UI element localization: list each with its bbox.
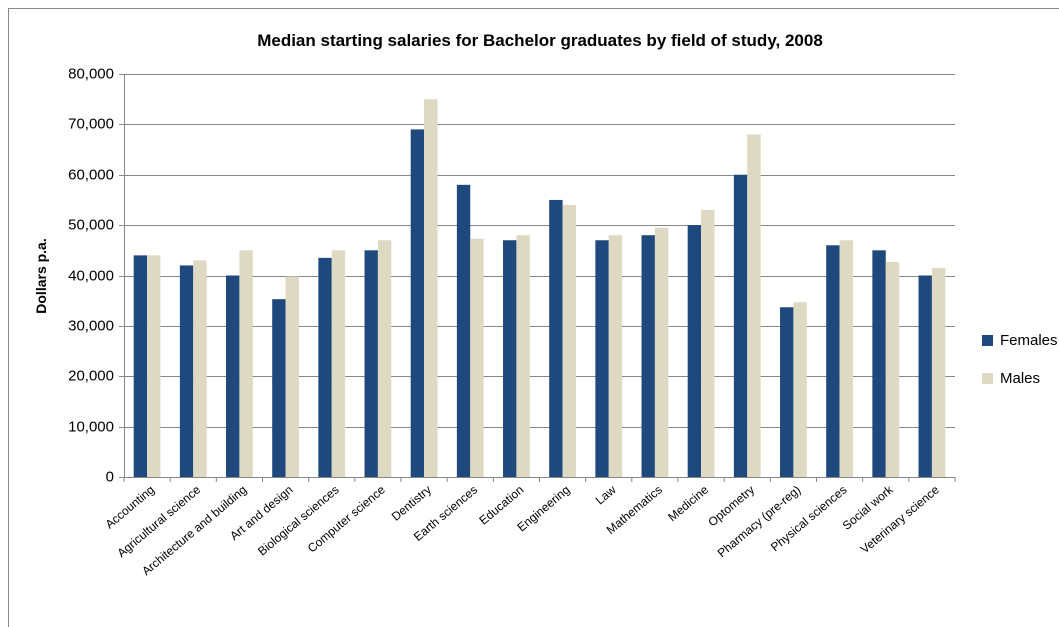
y-tick-label: 40,000 — [68, 267, 114, 284]
bar — [377, 240, 392, 477]
bar — [318, 257, 332, 477]
bar — [179, 265, 194, 477]
bar — [918, 275, 932, 477]
bar — [562, 204, 576, 477]
bar — [470, 238, 484, 477]
bar — [147, 255, 161, 477]
bar — [872, 250, 886, 477]
bar — [687, 225, 702, 477]
bar — [780, 307, 794, 477]
bar — [364, 250, 378, 477]
y-tick-label: 60,000 — [68, 166, 114, 183]
y-tick-label: 50,000 — [68, 216, 114, 233]
bar — [839, 240, 853, 477]
legend-swatch — [982, 373, 993, 384]
bar — [285, 276, 299, 477]
bar — [410, 129, 425, 477]
legend-label: Males — [1000, 370, 1040, 387]
y-tick-label: 80,000 — [68, 65, 114, 82]
bar — [793, 302, 807, 477]
bar — [239, 250, 253, 477]
bar — [641, 235, 655, 477]
bar — [272, 299, 286, 477]
y-tick-label: 0 — [106, 468, 114, 485]
bar — [654, 227, 669, 477]
bar — [595, 240, 609, 477]
bar — [516, 235, 530, 477]
bar — [701, 210, 715, 477]
bar — [193, 260, 207, 477]
y-tick-label: 10,000 — [68, 418, 114, 435]
bar — [747, 134, 761, 477]
bar — [733, 174, 748, 477]
bar — [424, 99, 438, 477]
bar — [331, 250, 346, 477]
y-tick-label: 70,000 — [68, 115, 114, 132]
bar — [133, 255, 148, 477]
y-tick-label: 30,000 — [68, 317, 114, 334]
bar — [456, 184, 471, 477]
bar — [549, 199, 563, 477]
chart-title: Median starting salaries for Bachelor gr… — [257, 31, 823, 50]
bar — [885, 261, 900, 477]
bar — [503, 240, 517, 477]
y-axis-label: Dollars p.a. — [33, 238, 49, 313]
bar — [226, 275, 240, 477]
bar — [931, 267, 946, 477]
legend-swatch — [982, 335, 993, 346]
y-tick-label: 20,000 — [68, 367, 114, 384]
legend-label: Females — [1000, 332, 1058, 349]
bar — [608, 235, 623, 477]
chart-border — [8, 8, 1059, 627]
bar — [826, 245, 840, 477]
